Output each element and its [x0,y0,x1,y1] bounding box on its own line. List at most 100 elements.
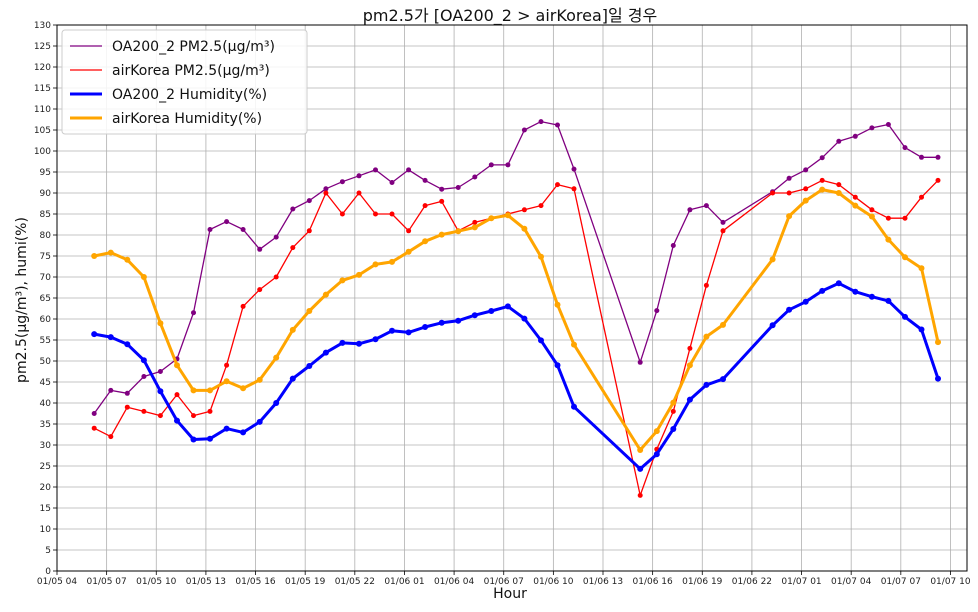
data-point [389,211,395,217]
data-point [372,261,379,268]
data-point [422,177,428,183]
data-point [339,211,345,217]
data-point [885,215,891,221]
data-point [339,277,346,284]
data-point [174,417,180,424]
data-point [322,291,329,298]
data-point [455,317,462,324]
chart-title: pm2.5가 [OA200_2 > airKorea]일 경우 [363,6,657,26]
data-point [852,133,858,139]
data-point [653,428,660,435]
data-point [521,315,528,322]
data-point [670,243,676,248]
data-point [918,265,925,272]
data-point [488,308,495,314]
data-point [240,303,246,309]
data-point [769,322,776,329]
series-2 [91,177,941,498]
data-point [571,341,577,348]
data-point [802,197,809,204]
data-point [140,274,147,280]
data-point [356,190,362,196]
data-point [836,182,842,188]
data-point [720,228,726,234]
data-point [571,403,577,410]
data-point [108,434,114,440]
data-point [902,254,908,261]
data-point [554,301,561,308]
x-tick-label: 01/05 16 [235,577,276,587]
data-point [902,215,908,221]
data-point [670,408,676,414]
y-tick-label: 100 [34,147,51,157]
legend-label: OA200_2 Humidity(%) [112,87,267,103]
data-point [654,308,660,314]
series-layer [91,119,941,498]
data-point [670,426,677,432]
x-tick-label: 01/06 01 [384,577,424,587]
y-axis: 0 5 10 15 20 25 30 35 40 45 50 55 60 65 70 75 80 85 90 95 10… [34,21,57,577]
data-point [224,219,230,225]
data-point [157,388,164,395]
data-point [323,186,329,192]
data-point [306,308,313,314]
data-point [521,207,527,213]
data-point [439,198,445,204]
y-tick-label: 85 [40,210,51,220]
x-tick-label: 01/06 19 [682,577,723,587]
data-point [289,375,296,382]
data-point [306,228,312,234]
x-tick-label: 01/06 07 [484,577,524,587]
data-point [819,155,825,161]
data-point [868,213,875,220]
data-point [521,225,528,232]
y-tick-label: 45 [40,378,51,388]
data-point [554,362,561,369]
data-point [389,180,395,185]
data-point [273,400,280,406]
data-point [289,326,296,333]
y-tick-label: 0 [45,567,51,577]
x-tick-label: 01/05 13 [186,577,226,587]
legend-label: airKorea Humidity(%) [112,111,262,127]
data-point [389,258,395,265]
data-point [422,238,429,245]
data-point [555,182,560,188]
data-point [273,354,280,361]
y-tick-label: 120 [34,63,51,73]
data-point [322,349,329,356]
data-point [107,249,114,256]
data-point [852,202,859,209]
data-point [356,271,362,278]
data-point [157,320,164,327]
y-tick-label: 65 [40,294,51,304]
data-point [124,390,130,396]
data-point [356,340,362,347]
data-point [174,362,180,369]
y-tick-label: 10 [40,525,52,535]
data-point [653,451,660,458]
data-point [207,435,213,442]
data-point [637,359,643,365]
data-point [240,429,247,436]
data-point [488,215,495,222]
data-point [919,154,924,160]
y-tick-label: 130 [34,21,51,31]
y-tick-label: 70 [40,273,52,283]
data-point [935,375,941,382]
data-point [521,127,527,133]
data-point [686,362,693,369]
data-point [207,387,213,394]
data-point [406,228,412,234]
data-point [687,207,693,213]
data-point [803,167,809,173]
data-point [91,411,97,416]
x-tick-label: 01/06 16 [633,577,674,587]
x-tick-label: 01/07 07 [881,577,921,587]
data-point [323,190,329,196]
data-point [191,310,196,316]
data-point [869,207,875,213]
y-tick-label: 35 [40,420,51,430]
data-point [637,465,644,472]
data-point [770,190,776,196]
